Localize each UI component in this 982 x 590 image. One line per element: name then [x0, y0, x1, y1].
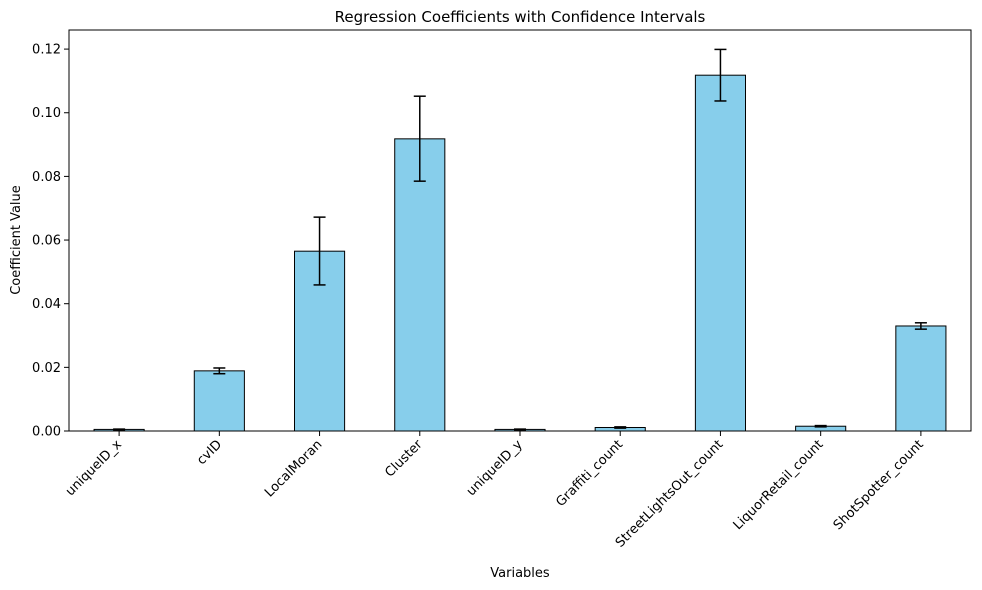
- x-tick-label-0: uniqueID_x: [63, 437, 125, 499]
- x-tick-label-1: cvID: [194, 437, 225, 468]
- y-tick-label-3: 0.06: [32, 234, 61, 249]
- plot-area: uniqueID_x cvID LocalMoran Cluster uniqueID_…: [32, 29, 972, 551]
- y-tick-label-2: 0.04: [32, 297, 61, 312]
- y-tick-label-0: 0.00: [32, 425, 61, 440]
- y-tick-label-6: 0.12: [32, 43, 61, 58]
- x-axis-label: Variables: [490, 566, 550, 581]
- error-bar-6: [714, 48, 727, 102]
- x-tick-label-4: uniqueID_y: [464, 437, 526, 499]
- bar-1: [193, 370, 245, 432]
- error-bar-3: [413, 95, 426, 182]
- error-bar-5: [614, 426, 627, 429]
- axes-frame: [68, 29, 972, 432]
- error-bar-7: [814, 424, 827, 428]
- x-tick-label-7: LiquorRetail_count: [731, 437, 827, 533]
- bar-8: [895, 325, 947, 432]
- bar-3: [394, 138, 446, 432]
- error-bar-4: [514, 428, 526, 431]
- error-bar-1: [213, 367, 226, 375]
- y-tick-label-4: 0.08: [32, 170, 61, 185]
- bar-6: [694, 74, 747, 432]
- y-tick-label-5: 0.10: [32, 106, 61, 121]
- x-tick-label-3: Cluster: [382, 437, 426, 481]
- y-tick-label-1: 0.02: [32, 361, 61, 376]
- chart-title: Regression Coefficients with Confidence …: [335, 8, 706, 26]
- x-tick-label-6: StreetLightsOut_count: [613, 437, 726, 550]
- x-tick-label-8: ShotSpotter_count: [831, 437, 927, 533]
- y-axis-label: Coefficient Value: [9, 185, 24, 295]
- x-tick-label-2: LocalMoran: [262, 437, 325, 500]
- error-bar-0: [113, 428, 126, 431]
- x-tick-label-5: Graffiti_count: [553, 437, 626, 510]
- error-bar-2: [313, 216, 326, 286]
- error-bar-8: [914, 322, 927, 330]
